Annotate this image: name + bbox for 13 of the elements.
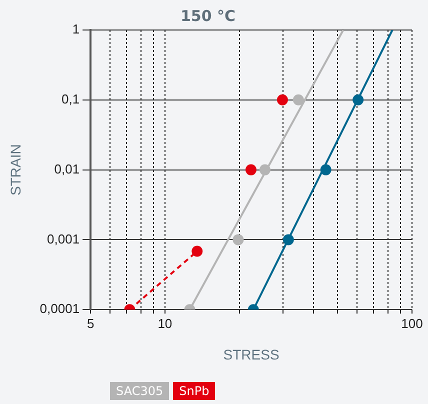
chart-title: 150 °C bbox=[180, 6, 236, 25]
y-tick-label: 0,001 bbox=[47, 231, 80, 246]
y-tick-label: 1 bbox=[72, 22, 80, 37]
text: SnPb bbox=[173, 382, 216, 400]
x-tick-label: 100 bbox=[401, 316, 423, 331]
x-tick-label: 5 bbox=[86, 316, 94, 331]
x-tick-label: 10 bbox=[158, 316, 172, 331]
y-tick-label: 0,01 bbox=[54, 161, 80, 176]
y-axis-title: STRAIN bbox=[7, 144, 24, 196]
x-axis-title: STRESS bbox=[223, 346, 280, 362]
y-tick-label: 0,0001 bbox=[40, 301, 80, 316]
text: SAC305 bbox=[110, 382, 170, 400]
y-tick-label: 0,1 bbox=[61, 91, 80, 106]
